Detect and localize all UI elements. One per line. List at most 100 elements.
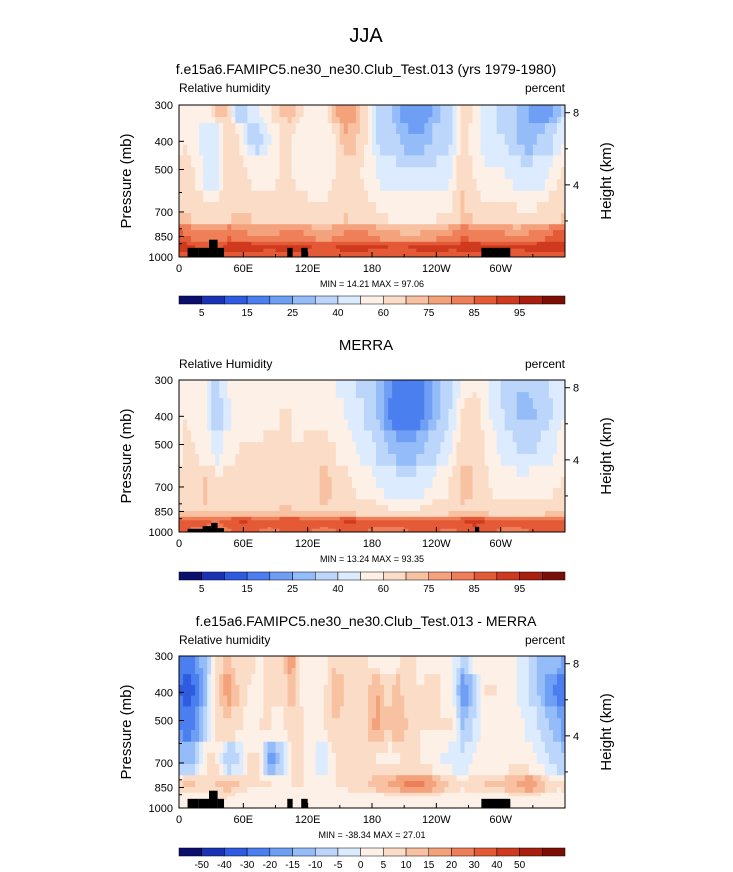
heatmap-cell (331, 662, 337, 669)
heatmap-cell (347, 520, 353, 525)
heatmap-cell (235, 499, 240, 506)
heatmap-cell (263, 505, 268, 512)
heatmap-cell (396, 255, 401, 258)
heatmap-cell (392, 528, 397, 531)
heatmap-cell (323, 105, 329, 112)
heatmap-cell (484, 684, 489, 697)
heatmap-cell (540, 430, 546, 443)
heatmap-cell (299, 505, 305, 512)
heatmap-cell (512, 662, 518, 669)
heatmap-cell (416, 190, 421, 203)
heatmap-cell (496, 520, 502, 525)
heatmap-cell (247, 224, 252, 231)
heatmap-cell (432, 133, 437, 146)
heatmap-cell (384, 386, 389, 393)
heatmap-cell (380, 248, 385, 253)
heatmap-cell (367, 252, 373, 255)
heatmap-cell (239, 224, 244, 231)
heatmap-cell (440, 505, 445, 512)
heatmap-cell (396, 248, 401, 253)
heatmap-cell (343, 656, 349, 663)
heatmap-cell (211, 213, 216, 225)
heatmap-cell (295, 656, 301, 663)
heatmap-cell (460, 476, 465, 489)
heatmap-cell (516, 430, 522, 443)
heatmap-cell (275, 527, 280, 530)
heatmap-cell (516, 516, 522, 521)
heatmap-cell (408, 253, 413, 256)
heatmap-cell (183, 392, 188, 399)
heatmap-cell (339, 530, 345, 533)
heatmap-cell (448, 230, 453, 237)
heatmap-cell (548, 656, 554, 663)
colorbar-label: 5 (199, 584, 205, 595)
heatmap-cell (480, 465, 485, 478)
heatmap-cell (544, 201, 550, 214)
heatmap-cell (436, 253, 441, 256)
heatmap-cell (183, 668, 188, 675)
heatmap-cell (255, 224, 260, 231)
heatmap-cell (544, 510, 550, 518)
heatmap-cell (339, 684, 345, 697)
heatmap-cell (239, 510, 244, 518)
heatmap-cell (299, 453, 305, 467)
heatmap-cell (416, 241, 421, 246)
heatmap-cell (548, 201, 554, 214)
heatmap-cell (476, 505, 481, 512)
heatmap-cell (279, 245, 284, 250)
heatmap-cell (243, 230, 248, 237)
heatmap-cell (291, 523, 296, 528)
heatmap-cell (472, 499, 477, 506)
heatmap-cell (307, 528, 313, 531)
heatmap-cell (404, 408, 409, 421)
y-tick-label: 400 (155, 136, 173, 148)
heatmap-cell (263, 190, 268, 203)
heatmap-cell (259, 241, 264, 246)
heatmap-cell (436, 252, 441, 255)
heatmap-cell (484, 224, 489, 231)
heatmap-cell (440, 123, 445, 135)
heatmap-cell (420, 662, 425, 669)
heatmap-cell (259, 111, 264, 118)
y-tick-label: 850 (155, 506, 173, 518)
heatmap-cell (183, 178, 188, 192)
heatmap-cell (239, 190, 244, 203)
heatmap-cell (556, 453, 562, 467)
heatmap-cell (388, 523, 393, 528)
heatmap-cell (243, 662, 248, 669)
heatmap-cell (239, 253, 244, 256)
heatmap-cell (496, 662, 502, 669)
heatmap-cell (299, 656, 305, 663)
heatmap-cell (319, 516, 325, 521)
heatmap-cell (560, 668, 566, 675)
heatmap-cell (271, 224, 276, 231)
heatmap-cell (428, 528, 433, 531)
heatmap-cell (323, 520, 329, 525)
heatmap-cell (179, 505, 184, 512)
heatmap-cell (311, 380, 317, 387)
heatmap-cell (203, 419, 208, 431)
heatmap-cell (339, 105, 345, 112)
heatmap-cell (219, 224, 224, 231)
heatmap-cell (440, 111, 445, 118)
heatmap-cell (400, 252, 405, 255)
heatmap-cell (488, 684, 494, 697)
heatmap-cell (396, 133, 401, 146)
heatmap-cell (540, 516, 546, 521)
heatmap-cell (516, 528, 522, 531)
heatmap-cell (384, 430, 389, 443)
heatmap-cell (203, 510, 208, 518)
heatmap-cell (303, 178, 309, 192)
heatmap-cell (251, 684, 256, 697)
heatmap-cell (388, 117, 393, 124)
heatmap-cell (468, 465, 473, 478)
heatmap-cell (363, 245, 369, 250)
heatmap-cell (203, 392, 208, 399)
heatmap-cell (331, 252, 337, 255)
heatmap-cell (424, 253, 429, 256)
heatmap-cell (404, 224, 409, 231)
heatmap-cell (279, 684, 284, 697)
heatmap-cell (207, 488, 212, 500)
heatmap-cell (235, 510, 240, 518)
heatmap-cell (355, 123, 361, 135)
